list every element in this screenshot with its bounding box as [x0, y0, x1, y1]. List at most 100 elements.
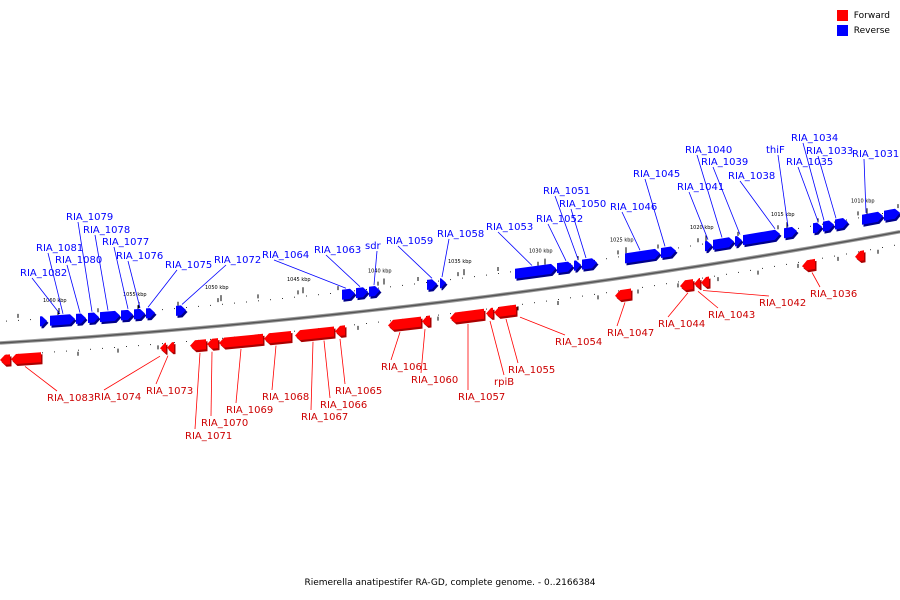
reverse-gene-arrow — [884, 208, 900, 221]
reverse-gene-label: RIA_1072 — [214, 255, 261, 266]
forward-gene-arrow — [0, 354, 10, 365]
scale-dot — [294, 296, 295, 298]
scale-dot — [258, 300, 259, 302]
reverse-gene-arrow — [582, 258, 597, 270]
reverse-gene-arrow — [813, 222, 822, 234]
forward-leader — [271, 345, 277, 391]
reverse-leader — [712, 166, 741, 235]
scale-dot — [846, 253, 847, 255]
forward-gene-arrow — [335, 325, 345, 336]
forward-leader — [310, 341, 314, 411]
scale-dot — [234, 302, 235, 304]
forward-gene-arrow — [388, 316, 421, 330]
scale-dot — [774, 265, 775, 267]
reverse-leader — [147, 269, 178, 308]
reverse-gene-label: RIA_1078 — [83, 225, 130, 236]
scale-dot — [438, 314, 439, 316]
genome-backbone — [0, 230, 900, 345]
tick-label: 1020 kbp — [690, 225, 714, 231]
legend-forward-label: Forward — [853, 10, 890, 21]
forward-leader — [616, 302, 626, 327]
reverse-gene-label: RIA_1033 — [806, 146, 853, 157]
reverse-leader — [31, 277, 61, 315]
scale-dot — [354, 290, 355, 292]
scale-dot — [702, 243, 703, 245]
scale-dot — [894, 244, 895, 246]
forward-gene-label: RIA_1069 — [226, 405, 273, 416]
scale-dot — [6, 320, 7, 322]
forward-gene-arrow — [855, 250, 864, 261]
reverse-gene-label: RIA_1059 — [386, 236, 433, 247]
reverse-gene-arrow — [862, 211, 883, 225]
scale-dot — [270, 299, 271, 301]
reverse-gene-arrow — [40, 316, 47, 327]
forward-gene-arrow — [264, 331, 291, 344]
reverse-gene-arrow — [100, 310, 120, 323]
tick-label: 1015 kbp — [771, 212, 795, 218]
reverse-gene-label: RIA_1050 — [559, 199, 606, 210]
reverse-leader — [497, 231, 533, 266]
tick-label: 1035 kbp — [448, 259, 472, 265]
reverse-leader — [441, 238, 450, 278]
reverse-leader — [47, 252, 64, 314]
scale-dot — [30, 319, 31, 321]
scale-dot — [582, 295, 583, 297]
reverse-gene-label: RIA_1045 — [633, 169, 680, 180]
forward-gene-label: RIA_1066 — [320, 400, 367, 411]
scale-dot — [822, 223, 823, 225]
forward-gene-label: RIA_1044 — [658, 319, 705, 330]
forward-gene-label: RIA_1071 — [185, 431, 232, 442]
legend-forward: Forward — [836, 8, 890, 23]
reverse-gene-arrow — [557, 261, 573, 274]
scale-dot — [606, 258, 607, 260]
reverse-leader — [739, 180, 776, 230]
forward-gene-label: RIA_1060 — [411, 375, 458, 386]
forward-gene-label: RIA_1043 — [708, 310, 755, 321]
reverse-gene-arrow — [440, 278, 446, 289]
scale-dot — [558, 299, 559, 300]
scale-dot — [42, 352, 43, 354]
forward-gene-arrow — [486, 307, 493, 318]
forward-gene-arrow — [694, 278, 700, 289]
forward-leader — [155, 355, 169, 385]
scale-dot — [330, 293, 331, 294]
reverse-gene-arrow — [735, 236, 742, 247]
reverse-gene-label: RIA_1039 — [701, 157, 748, 168]
scale-dot — [690, 245, 691, 247]
forward-leader — [667, 292, 689, 318]
scale-dot — [726, 273, 727, 275]
scale-dot — [354, 324, 355, 326]
forward-leader — [103, 355, 161, 391]
scale-dot — [834, 221, 835, 223]
scale-dot — [66, 350, 67, 352]
reverse-leader — [127, 260, 141, 308]
scale-dot — [174, 308, 175, 310]
forward-gene-label: RIA_1047 — [607, 328, 654, 339]
reverse-leader — [797, 166, 819, 222]
scale-dot — [210, 304, 211, 306]
tick-label: 1040 kbp — [368, 269, 392, 275]
forward-gene-label: RIA_1074 — [94, 392, 141, 403]
reverse-gene-label: RIA_1035 — [786, 157, 833, 168]
forward-leader — [489, 320, 505, 376]
scale-dot — [90, 348, 91, 350]
reverse-leader — [273, 259, 347, 289]
reverse-leader — [66, 264, 81, 313]
reverse-gene-label: RIA_1031 — [852, 149, 899, 160]
forward-leader — [323, 340, 331, 399]
reverse-gene-arrow — [176, 305, 186, 316]
reverse-gene-label: RIA_1058 — [437, 229, 484, 240]
reverse-gene-arrow — [427, 279, 437, 290]
scale-dot — [738, 271, 739, 273]
forward-gene-arrow — [680, 279, 693, 291]
legend-reverse: Reverse — [836, 23, 890, 38]
forward-leader — [519, 316, 566, 336]
scale-dot — [822, 257, 823, 259]
scale-dot — [522, 303, 523, 305]
reverse-leader — [644, 178, 666, 247]
forward-gene-label: RIA_1065 — [335, 386, 382, 397]
forward-gene-arrow — [450, 308, 484, 323]
reverse-gene-arrow — [743, 229, 780, 246]
reverse-leader — [94, 234, 109, 311]
